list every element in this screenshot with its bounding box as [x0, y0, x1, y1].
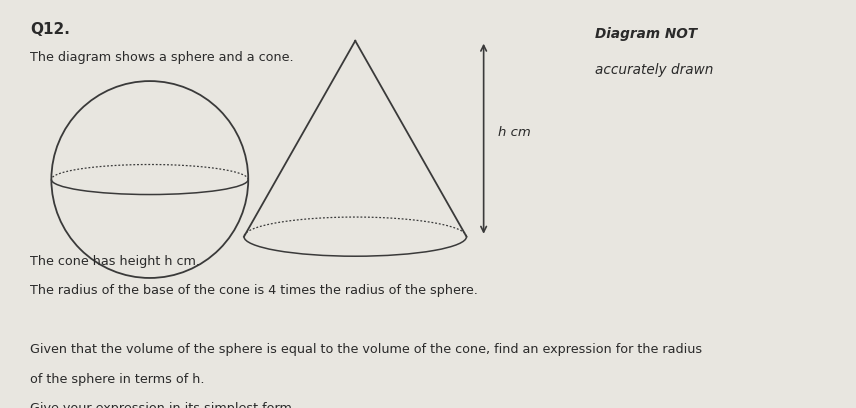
Text: The cone has height h cm.: The cone has height h cm. [30, 255, 200, 268]
Text: Diagram NOT: Diagram NOT [595, 27, 697, 40]
Text: The diagram shows a sphere and a cone.: The diagram shows a sphere and a cone. [30, 51, 294, 64]
Text: Given that the volume of the sphere is equal to the volume of the cone, find an : Given that the volume of the sphere is e… [30, 343, 702, 356]
Text: accurately drawn: accurately drawn [595, 63, 713, 77]
Text: Q12.: Q12. [30, 22, 70, 38]
Text: Give your expression in its simplest form.: Give your expression in its simplest for… [30, 402, 296, 408]
Text: The radius of the base of the cone is 4 times the radius of the sphere.: The radius of the base of the cone is 4 … [30, 284, 478, 297]
Text: h cm: h cm [498, 126, 531, 139]
Text: of the sphere in terms of h.: of the sphere in terms of h. [30, 373, 205, 386]
